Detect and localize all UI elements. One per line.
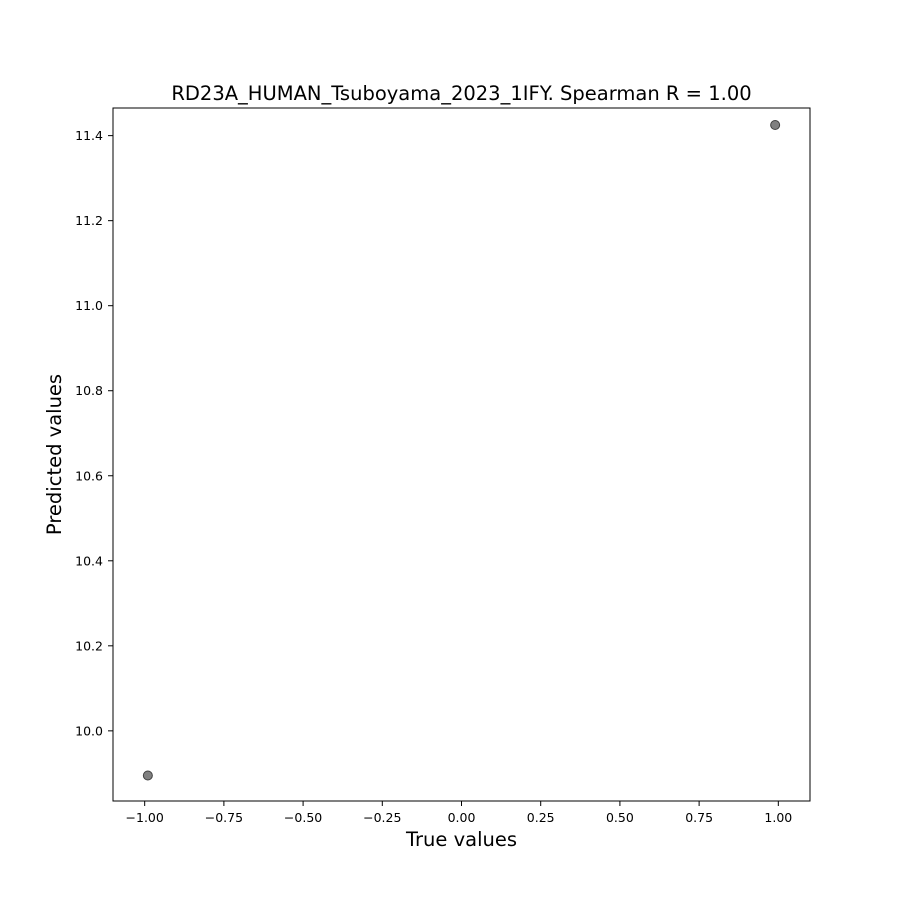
y-tick-label: 11.2 bbox=[75, 213, 103, 228]
x-tick-label: 0.00 bbox=[448, 810, 476, 825]
data-points bbox=[142, 120, 781, 781]
y-tick-label: 10.2 bbox=[75, 638, 103, 653]
y-tick-label: 10.0 bbox=[75, 723, 103, 738]
x-axis-title: True values bbox=[405, 828, 517, 851]
data-point bbox=[142, 770, 153, 781]
x-tick-label: 1.00 bbox=[764, 810, 792, 825]
x-axis-ticks: −1.00 −0.75 −0.50 −0.25 0.00 0.25 0.50 0.75 1.00 bbox=[126, 801, 792, 825]
x-tick-label: −0.75 bbox=[205, 810, 243, 825]
x-tick-label: 0.50 bbox=[606, 810, 634, 825]
chart-title: RD23A_HUMAN_Tsuboyama_2023_1IFY. Spearma… bbox=[171, 82, 751, 105]
x-tick-label: −1.00 bbox=[126, 810, 164, 825]
y-tick-label: 10.8 bbox=[75, 383, 103, 398]
x-tick-label: −0.50 bbox=[284, 810, 322, 825]
y-tick-label: 11.0 bbox=[75, 298, 103, 313]
y-tick-label: 10.4 bbox=[75, 553, 103, 568]
plot-frame bbox=[112, 107, 811, 802]
data-point bbox=[770, 120, 781, 131]
x-tick-label: −0.25 bbox=[363, 810, 401, 825]
x-tick-label: 0.75 bbox=[685, 810, 713, 825]
x-tick-label: 0.25 bbox=[527, 810, 555, 825]
y-tick-label: 10.6 bbox=[75, 468, 103, 483]
y-axis-ticks: 10.0 10.2 10.4 10.6 10.8 11.0 11.2 11.4 bbox=[75, 128, 113, 738]
y-axis-title: Predicted values bbox=[43, 374, 66, 535]
y-tick-label: 11.4 bbox=[75, 128, 103, 143]
